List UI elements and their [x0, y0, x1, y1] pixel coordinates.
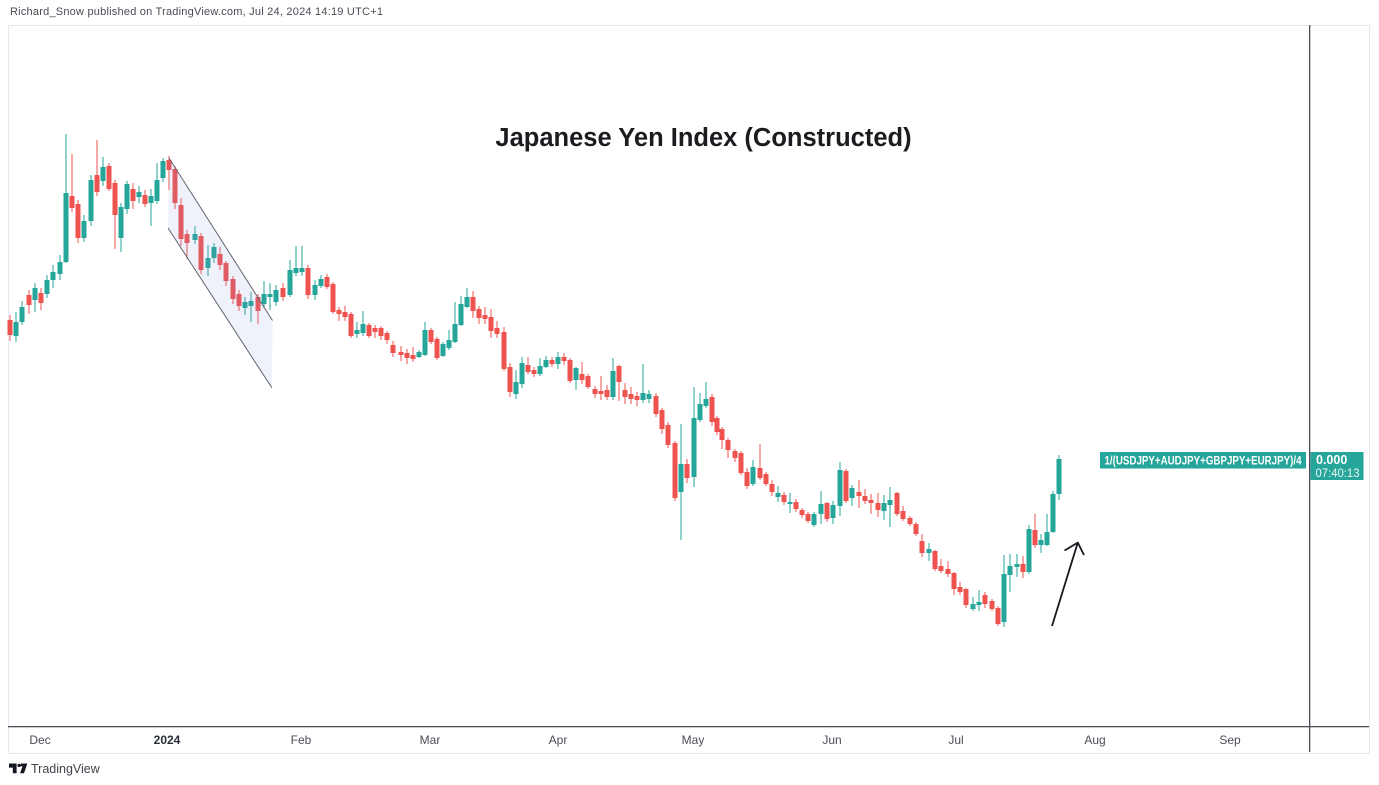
- svg-text:0.000: 0.000: [1316, 453, 1347, 467]
- svg-text:07:40:13: 07:40:13: [1316, 468, 1360, 480]
- svg-text:TradingView: TradingView: [31, 762, 101, 776]
- svg-text:1/(USDJPY+AUDJPY+GBPJPY+EURJPY: 1/(USDJPY+AUDJPY+GBPJPY+EURJPY)/4: [1105, 454, 1302, 468]
